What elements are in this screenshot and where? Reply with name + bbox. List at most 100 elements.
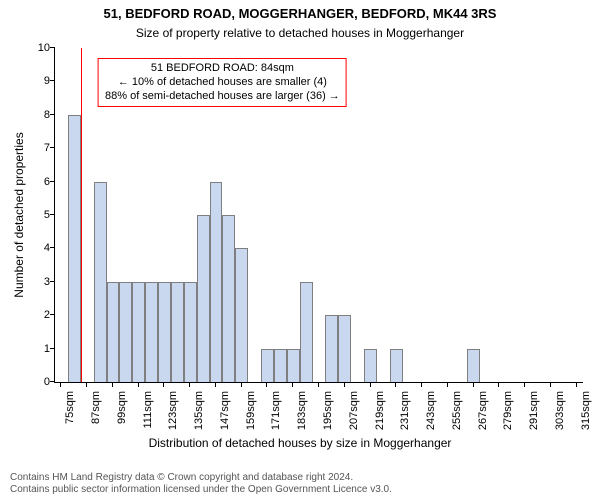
y-tick-mark xyxy=(50,47,55,48)
y-tick-mark xyxy=(50,147,55,148)
x-tick-mark xyxy=(421,382,422,387)
y-tick-mark xyxy=(50,181,55,182)
y-tick-mark xyxy=(50,247,55,248)
x-tick-label: 243sqm xyxy=(425,391,437,441)
y-tick-label: 9 xyxy=(20,75,50,87)
x-tick-mark xyxy=(576,382,577,387)
chart-subtitle: Size of property relative to detached ho… xyxy=(0,26,600,40)
footer-line-1: Contains HM Land Registry data © Crown c… xyxy=(10,472,392,484)
x-tick-mark xyxy=(112,382,113,387)
x-tick-label: 171sqm xyxy=(270,391,282,441)
x-tick-label: 291sqm xyxy=(528,391,540,441)
x-tick-label: 135sqm xyxy=(193,391,205,441)
histogram-bar xyxy=(145,282,158,382)
x-tick-mark xyxy=(447,382,448,387)
histogram-bar xyxy=(210,182,223,382)
x-tick-label: 231sqm xyxy=(399,391,411,441)
x-tick-label: 279sqm xyxy=(502,391,514,441)
x-tick-mark xyxy=(395,382,396,387)
x-tick-label: 303sqm xyxy=(554,391,566,441)
x-tick-mark xyxy=(498,382,499,387)
histogram-bar xyxy=(235,248,248,382)
histogram-bar xyxy=(274,349,287,382)
histogram-bar xyxy=(325,315,338,382)
chart-container: 51, BEDFORD ROAD, MOGGERHANGER, BEDFORD,… xyxy=(0,0,600,500)
y-tick-label: 7 xyxy=(20,142,50,154)
y-tick-label: 4 xyxy=(20,242,50,254)
y-axis-ticks: 012345678910 xyxy=(0,48,50,382)
x-tick-mark xyxy=(241,382,242,387)
y-tick-mark xyxy=(50,214,55,215)
x-tick-label: 267sqm xyxy=(477,391,489,441)
x-tick-label: 315sqm xyxy=(580,391,592,441)
x-tick-mark xyxy=(550,382,551,387)
annotation-line-3: 88% of semi-detached houses are larger (… xyxy=(105,90,340,104)
x-tick-label: 75sqm xyxy=(64,391,76,441)
y-tick-label: 10 xyxy=(20,42,50,54)
x-tick-mark xyxy=(60,382,61,387)
histogram-bar xyxy=(197,215,210,382)
annotation-box: 51 BEDFORD ROAD: 84sqm ← 10% of detached… xyxy=(98,58,347,107)
histogram-bar xyxy=(338,315,351,382)
x-tick-label: 219sqm xyxy=(374,391,386,441)
y-tick-mark xyxy=(50,80,55,81)
x-tick-label: 147sqm xyxy=(219,391,231,441)
histogram-bar xyxy=(94,182,107,382)
footer-line-2: Contains public sector information licen… xyxy=(10,484,392,496)
x-tick-mark xyxy=(473,382,474,387)
x-axis-ticks: 75sqm87sqm99sqm111sqm123sqm135sqm147sqm1… xyxy=(54,387,582,437)
histogram-bar xyxy=(364,349,377,382)
y-tick-label: 6 xyxy=(20,176,50,188)
x-tick-mark xyxy=(189,382,190,387)
histogram-bar xyxy=(171,282,184,382)
histogram-bar xyxy=(287,349,300,382)
y-tick-mark xyxy=(50,314,55,315)
x-tick-mark xyxy=(86,382,87,387)
histogram-bar xyxy=(107,282,120,382)
x-tick-mark xyxy=(318,382,319,387)
y-tick-label: 2 xyxy=(20,309,50,321)
x-tick-mark xyxy=(163,382,164,387)
x-axis-label-wrap: Distribution of detached houses by size … xyxy=(0,436,600,450)
x-tick-mark xyxy=(138,382,139,387)
x-tick-label: 87sqm xyxy=(90,391,102,441)
histogram-bar xyxy=(119,282,132,382)
chart-title: 51, BEDFORD ROAD, MOGGERHANGER, BEDFORD,… xyxy=(0,6,600,21)
histogram-bar xyxy=(184,282,197,382)
y-tick-label: 5 xyxy=(20,209,50,221)
y-tick-mark xyxy=(50,381,55,382)
histogram-bar xyxy=(158,282,171,382)
annotation-line-2: ← 10% of detached houses are smaller (4) xyxy=(105,76,340,90)
x-tick-mark xyxy=(344,382,345,387)
histogram-bar xyxy=(222,215,235,382)
reference-line xyxy=(81,48,82,382)
histogram-bar xyxy=(261,349,274,382)
x-tick-label: 159sqm xyxy=(245,391,257,441)
x-tick-label: 111sqm xyxy=(142,391,154,441)
histogram-bar xyxy=(132,282,145,382)
y-tick-mark xyxy=(50,281,55,282)
x-tick-label: 183sqm xyxy=(296,391,308,441)
y-tick-label: 3 xyxy=(20,276,50,288)
x-tick-label: 255sqm xyxy=(451,391,463,441)
histogram-bar xyxy=(68,115,81,382)
y-tick-label: 1 xyxy=(20,343,50,355)
x-tick-mark xyxy=(524,382,525,387)
histogram-bar xyxy=(467,349,480,382)
histogram-bar xyxy=(300,282,313,382)
x-tick-mark xyxy=(370,382,371,387)
x-axis-label: Distribution of detached houses by size … xyxy=(149,436,452,450)
annotation-line-1: 51 BEDFORD ROAD: 84sqm xyxy=(105,62,340,76)
chart-footer: Contains HM Land Registry data © Crown c… xyxy=(10,472,392,496)
x-tick-label: 207sqm xyxy=(348,391,360,441)
x-tick-mark xyxy=(266,382,267,387)
y-tick-label: 0 xyxy=(20,376,50,388)
x-tick-label: 195sqm xyxy=(322,391,334,441)
plot-area: 51 BEDFORD ROAD: 84sqm ← 10% of detached… xyxy=(54,48,583,383)
x-tick-label: 123sqm xyxy=(167,391,179,441)
y-tick-mark xyxy=(50,114,55,115)
x-tick-mark xyxy=(215,382,216,387)
histogram-bar xyxy=(390,349,403,382)
y-tick-mark xyxy=(50,348,55,349)
x-tick-label: 99sqm xyxy=(116,391,128,441)
